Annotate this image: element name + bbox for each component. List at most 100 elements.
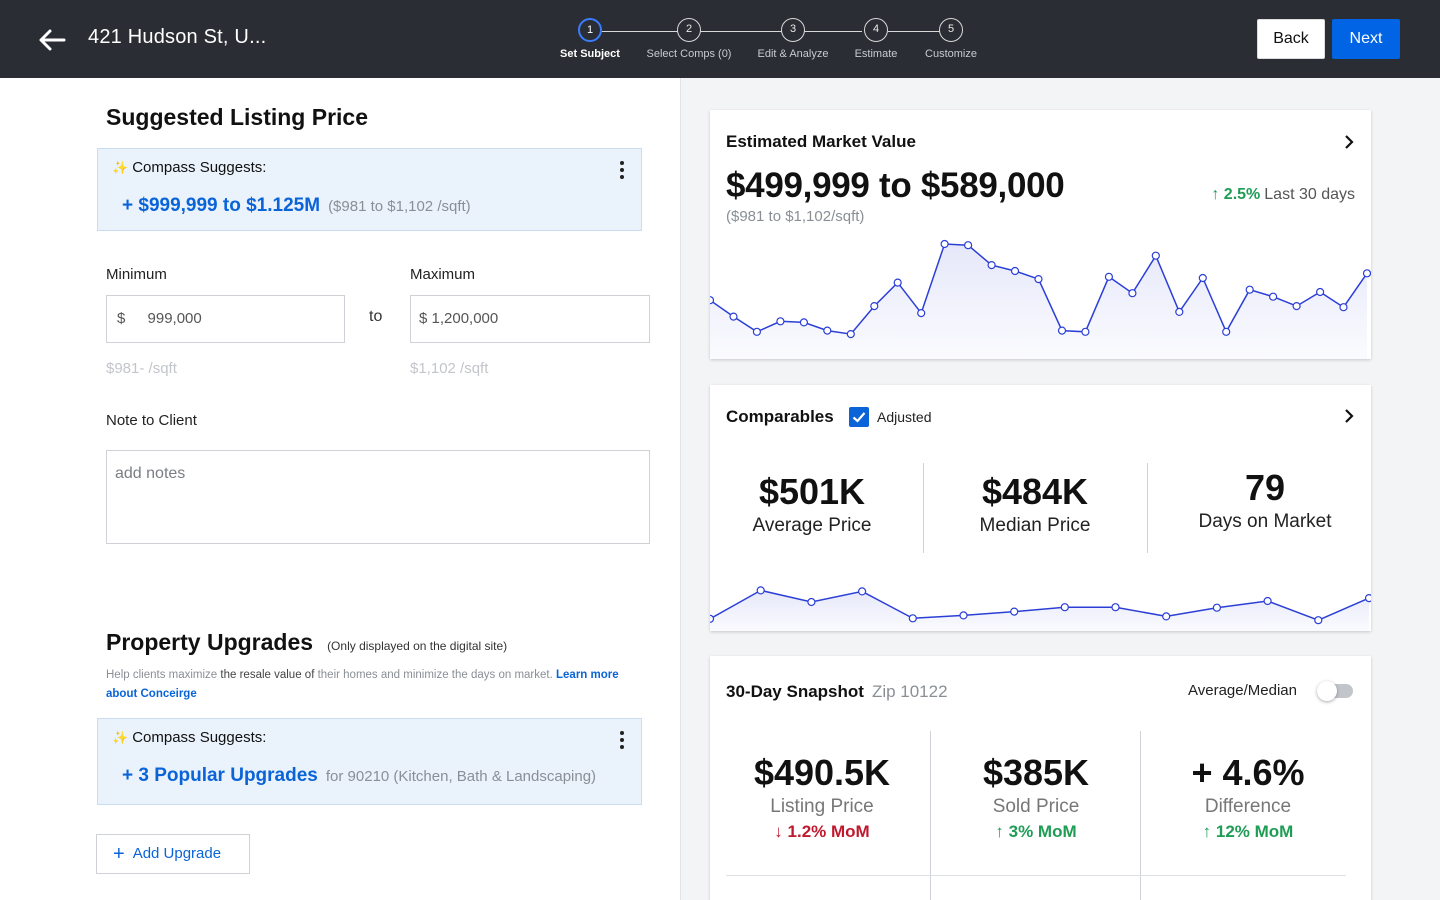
stat-divider (1140, 731, 1141, 900)
chart-data-point (710, 296, 715, 305)
back-button[interactable]: Back (1257, 19, 1325, 59)
chart-data-point (1057, 326, 1067, 335)
chart-data-point (1314, 616, 1323, 625)
step-label: Customize (925, 48, 977, 60)
toggle-knob (1317, 681, 1337, 701)
step-estimate[interactable]: 4 Estimate (846, 18, 906, 60)
add-upgrade-button[interactable]: + Add Upgrade (96, 834, 250, 874)
price-suggestion-box: ✨ Compass Suggests: + $999,999 to $1.125M… (97, 148, 642, 231)
market-value-chart (710, 239, 1371, 359)
chart-data-point (1339, 303, 1348, 312)
comparables-title: Comparables (726, 407, 834, 426)
upgrade-suggestion-box: ✨ Compass Suggests: + 3 Popular Upgrades f… (97, 718, 642, 805)
chart-data-point (987, 260, 996, 270)
comparables-chart (710, 586, 1371, 631)
step-label: Estimate (854, 48, 898, 60)
step-label: Edit & Analyze (757, 48, 829, 60)
average-median-label: Average/Median (1188, 682, 1297, 699)
adjusted-label: Adjusted (877, 409, 932, 425)
chart-data-point (1010, 266, 1020, 276)
listing-price-panel: Suggested Listing Price ✨ Compass Suggest… (0, 78, 680, 900)
arrow-left-icon[interactable] (38, 28, 66, 52)
listing-price-title: Suggested Listing Price (106, 104, 368, 130)
chart-data-point (917, 308, 926, 318)
step-customize[interactable]: 5 Customize (918, 18, 984, 60)
stepper-connector (804, 31, 862, 32)
market-value-sqft: ($981 to $1,102/sqft) (726, 208, 865, 225)
mom-text: 12% MoM (1215, 822, 1294, 841)
chart-area-fill (710, 244, 1367, 359)
stepper-connector (700, 31, 792, 32)
step-edit-analyze[interactable]: 3 Edit & Analyze (746, 18, 840, 60)
suggestion-header-text: Compass Suggests: (132, 159, 267, 176)
market-value-change: ↑ 2.5% Last 30 days (1211, 186, 1355, 204)
chart-data-point (858, 587, 867, 596)
chart-data-point (1151, 251, 1160, 260)
sparkle-icon: ✨ (112, 730, 129, 745)
chevron-right-icon[interactable] (1343, 409, 1355, 423)
days-on-market-stat: 79 Days on Market (1175, 467, 1355, 533)
stat-label: Difference (1204, 796, 1292, 817)
minimum-price-input[interactable]: $ 999,000 (106, 295, 345, 343)
stat-divider (930, 731, 931, 900)
chart-data-point (823, 326, 832, 335)
more-vertical-icon[interactable] (619, 161, 625, 181)
market-value-card[interactable]: Estimated Market Value $499,999 to $589,… (710, 110, 1371, 359)
next-button[interactable]: Next (1332, 19, 1400, 59)
step-number: 2 (677, 18, 701, 42)
arrow-down-icon: ↓ (774, 822, 783, 841)
help-text-emphasis: the resale value of (220, 669, 315, 681)
chart-data-point (807, 597, 816, 607)
chart-data-point (1245, 285, 1254, 294)
average-price-stat: $501K Average Price (722, 471, 902, 537)
chart-data-point (964, 241, 973, 250)
property-address: 421 Hudson St, U... (88, 26, 267, 48)
difference-stat: + 4.6% Difference ↑ 12% MoM (1148, 752, 1348, 842)
note-to-client-field[interactable] (106, 450, 650, 544)
snapshot-title-text: 30-Day Snapshot (726, 682, 864, 701)
learn-more-link[interactable]: Learn more about Conceirge (106, 669, 619, 700)
market-value-title: Estimated Market Value (726, 132, 916, 151)
stat-value: 79 (1244, 467, 1286, 508)
mom-change: ↓ 1.2% MoM (722, 822, 922, 842)
suggested-sqft-text: ($981 to $1,102 /sqft) (328, 198, 471, 215)
chart-data-point (1364, 594, 1371, 603)
chart-data-point (710, 614, 715, 623)
range-separator: to (369, 308, 383, 325)
stat-label: Days on Market (1198, 511, 1332, 532)
comparables-card[interactable]: Comparables Adjusted $501K Average Price… (710, 385, 1371, 631)
chart-data-point (1010, 607, 1019, 616)
chart-data-point (799, 318, 809, 327)
chart-data-point (1128, 289, 1137, 298)
stepper-connector (888, 31, 940, 32)
suggested-upgrades-text: + 3 Popular Upgrades (122, 765, 318, 786)
chart-area-fill (710, 590, 1369, 631)
chart-data-point (1268, 292, 1278, 301)
maximum-price-input[interactable]: $ 1,200,000 (410, 295, 650, 343)
chart-data-point (1060, 603, 1069, 612)
step-set-subject[interactable]: 1 Set Subject (552, 18, 628, 60)
mom-change: ↑ 3% MoM (936, 822, 1136, 842)
market-value-range: $499,999 to $589,000 (726, 166, 1065, 205)
checkbox-checked-icon[interactable] (849, 407, 869, 427)
step-select-comps[interactable]: 2 Select Comps (0) (636, 18, 742, 60)
snapshot-zip: Zip 10122 (871, 682, 948, 701)
step-label: Set Subject (560, 48, 620, 60)
more-vertical-icon[interactable] (619, 731, 625, 751)
step-number: 4 (864, 18, 888, 42)
upgrades-title-text: Property Upgrades (106, 629, 314, 655)
chart-data-point (1292, 301, 1301, 311)
upgrades-help-text: Help clients maximize the resale value o… (106, 666, 646, 704)
note-label: Note to Client (106, 412, 197, 429)
minimum-price-value: 999,000 (147, 310, 202, 327)
chart-data-point (752, 327, 762, 336)
suggested-upgrades[interactable]: + 3 Popular Upgrades for 90210 (Kitchen, … (122, 765, 596, 787)
average-median-toggle[interactable] (1317, 681, 1353, 701)
maximum-label: Maximum (410, 266, 476, 283)
snapshot-title: 30-Day Snapshot Zip 10122 (726, 682, 948, 702)
suggested-price-range[interactable]: + $999,999 to $1.125M ($981 to $1,102 /sq… (122, 195, 471, 217)
stat-label: Median Price (979, 515, 1091, 536)
chart-data-point (776, 317, 785, 326)
chevron-right-icon[interactable] (1343, 135, 1355, 149)
step-number: 5 (939, 18, 963, 42)
